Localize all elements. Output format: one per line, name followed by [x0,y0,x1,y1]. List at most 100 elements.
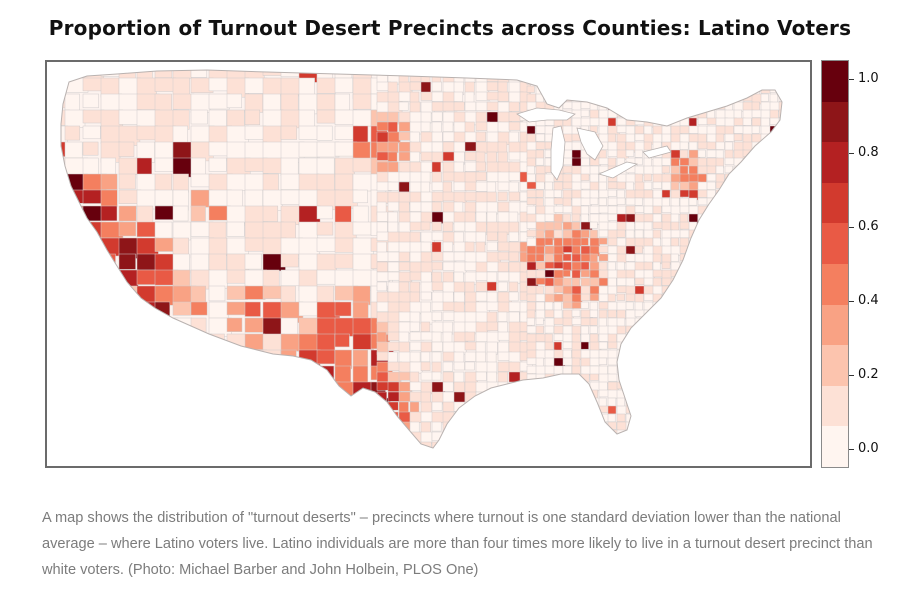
county-cell [526,365,538,374]
county-cell [475,411,486,424]
county-cell [431,141,444,154]
county-cell [589,197,599,205]
county-cell [742,381,754,391]
county-cell [353,462,374,466]
county-cell [652,421,662,432]
county-cell [634,245,643,254]
county-cell [136,429,154,447]
county-cell [661,309,674,319]
county-cell [797,142,804,150]
county-cell [486,181,497,193]
county-cell [661,237,671,247]
county-cell [190,157,206,176]
county-cell [625,293,636,302]
county-cell [724,125,734,135]
county-cell [679,445,688,448]
county-cell [64,365,81,381]
county-cell [634,413,644,424]
county-cell [724,333,734,342]
county-cell [154,429,170,448]
county-cell [571,213,581,222]
county-cell [580,405,593,413]
county-cell [431,401,443,411]
lake-ontario [642,145,672,159]
county-cell [100,189,118,208]
county-cell [262,301,283,321]
county-cell [661,357,670,369]
county-cell [806,366,810,376]
county-cell [527,454,538,463]
county-cell [262,429,278,448]
county-cell [670,389,679,398]
county-cell [769,293,779,302]
county-cell [707,62,717,69]
county-cell [607,70,620,79]
county-cell [334,93,350,111]
county-cell [562,173,573,183]
county-cell [83,462,104,466]
county-cell [553,77,566,86]
county-cell [697,133,707,143]
county-cell [724,437,737,446]
county-cell [634,421,644,433]
county-cell [715,285,728,294]
county-cell [571,237,582,247]
county-cell [706,77,719,86]
county-cell [544,381,553,391]
county-cell [420,181,431,193]
county-cell [661,117,671,125]
county-cell [442,381,454,392]
county-cell [725,62,733,69]
county-cell [751,117,762,127]
county-cell [706,301,716,313]
county-cell [616,309,626,320]
county-cell [553,213,563,224]
county-cell [398,311,412,322]
county-cell [172,413,193,429]
county-cell [733,285,744,294]
county-cell [626,454,636,462]
county-cell [751,157,764,168]
county-cell [769,301,780,312]
county-cell [778,269,782,281]
county-cell [652,341,663,352]
county-cell [760,341,771,350]
county-cell [226,173,248,191]
county-cell [498,462,512,466]
county-cell [769,317,780,329]
county-cell [778,205,782,213]
county-cell [118,221,137,237]
county-cell [334,333,350,348]
county-cell [562,269,571,277]
county-cell [707,454,715,464]
county-cell [486,421,500,434]
county-cell [706,213,718,222]
county-cell [806,222,810,229]
county-cell [190,413,213,431]
county-cell [553,405,562,414]
county-cell [387,341,401,352]
county-cell [697,70,706,71]
county-cell [190,317,207,333]
legend-ticks: 0.0 0.2 0.4 0.6 0.8 1.0 [849,60,900,468]
county-cell [82,317,102,334]
county-cell [716,454,727,464]
county-cell [634,381,647,392]
county-cell [497,431,508,443]
county-cell [788,198,797,208]
county-cell [742,189,754,200]
county-cell [670,429,680,438]
county-cell [797,78,808,88]
county-cell [553,70,563,81]
county-cell [616,85,629,96]
county-cell [464,431,476,441]
county-cell [387,181,399,191]
county-cell [626,462,634,466]
county-cell [508,281,519,292]
county-cell [742,301,753,309]
county-cell [706,325,716,336]
county-cell [431,221,442,232]
county-cell [724,181,735,190]
county-cell [580,333,591,344]
county-cell [580,341,589,350]
